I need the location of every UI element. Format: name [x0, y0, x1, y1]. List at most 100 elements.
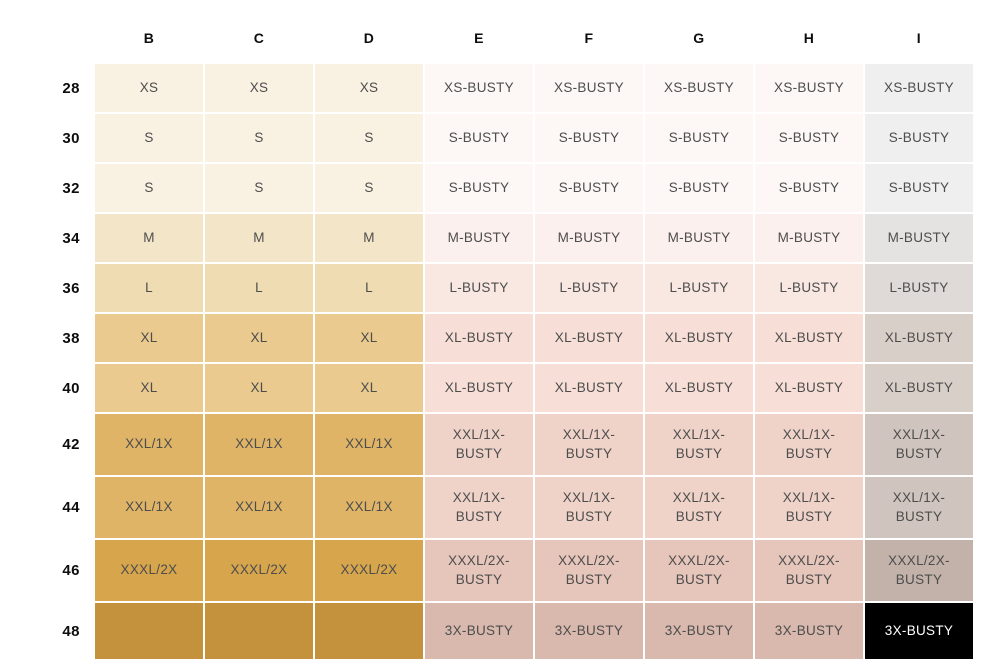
size-cell-32d: S [315, 164, 423, 212]
size-cell-44d: XXL/1X [315, 477, 423, 538]
size-cell-30d: S [315, 114, 423, 162]
size-cell-48f: 3X-BUSTY [535, 603, 643, 659]
size-cell-48i: 3X-BUSTY [865, 603, 973, 659]
row-header-34: 34 [62, 229, 80, 247]
size-cell-34f: M-BUSTY [535, 214, 643, 262]
size-cell-44b: XXL/1X [95, 477, 203, 538]
size-cell-30b: S [95, 114, 203, 162]
size-cell-28i: XS-BUSTY [865, 64, 973, 112]
size-cell-34i: M-BUSTY [865, 214, 973, 262]
size-cell-36g: L-BUSTY [645, 264, 753, 312]
size-cell-48g: 3X-BUSTY [645, 603, 753, 659]
column-header-b: B [143, 30, 155, 46]
size-cell-32g: S-BUSTY [645, 164, 753, 212]
size-cell-46b: XXXL/2X [95, 540, 203, 601]
size-cell-46c: XXXL/2X [205, 540, 313, 601]
size-cell-38i: XL-BUSTY [865, 314, 973, 362]
size-cell-30e: S-BUSTY [425, 114, 533, 162]
size-cell-44e: XXL/1X-BUSTY [425, 477, 533, 538]
size-cell-40b: XL [95, 364, 203, 412]
size-cell-30g: S-BUSTY [645, 114, 753, 162]
size-cell-44c: XXL/1X [205, 477, 313, 538]
size-cell-44h: XXL/1X-BUSTY [755, 477, 863, 538]
size-cell-34d: M [315, 214, 423, 262]
column-header-h: H [803, 30, 815, 46]
row-header-44: 44 [62, 499, 80, 516]
size-cell-48d [315, 603, 423, 659]
row-header-28: 28 [62, 79, 80, 97]
size-grid: 28 XS XS XS XS-BUSTY XS-BUSTY XS-BUSTY XS-BUSTY… [0, 64, 1001, 659]
size-cell-36d: L [315, 264, 423, 312]
size-cell-34b: M [95, 214, 203, 262]
size-cell-38f: XL-BUSTY [535, 314, 643, 362]
size-cell-42h: XXL/1X-BUSTY [755, 414, 863, 475]
size-cell-32h: S-BUSTY [755, 164, 863, 212]
size-cell-30h: S-BUSTY [755, 114, 863, 162]
size-cell-42b: XXL/1X [95, 414, 203, 475]
size-cell-32f: S-BUSTY [535, 164, 643, 212]
size-cell-44g: XXL/1X-BUSTY [645, 477, 753, 538]
size-cell-40c: XL [205, 364, 313, 412]
size-cell-46i: XXXL/2X-BUSTY [865, 540, 973, 601]
size-cell-44i: XXL/1X-BUSTY [865, 477, 973, 538]
size-cell-44f: XXL/1X-BUSTY [535, 477, 643, 538]
size-cell-40g: XL-BUSTY [645, 364, 753, 412]
size-cell-48e: 3X-BUSTY [425, 603, 533, 659]
size-cell-48c [205, 603, 313, 659]
column-header-i: I [916, 30, 922, 46]
row-header-46: 46 [62, 562, 80, 579]
column-header-f: F [584, 30, 594, 46]
row-header-36: 36 [62, 279, 80, 297]
size-cell-36b: L [95, 264, 203, 312]
size-cell-38d: XL [315, 314, 423, 362]
size-cell-28e: XS-BUSTY [425, 64, 533, 112]
size-cell-34h: M-BUSTY [755, 214, 863, 262]
size-cell-32e: S-BUSTY [425, 164, 533, 212]
size-cell-30f: S-BUSTY [535, 114, 643, 162]
size-cell-36i: L-BUSTY [865, 264, 973, 312]
size-cell-32c: S [205, 164, 313, 212]
row-header-38: 38 [62, 329, 80, 347]
size-cell-42i: XXL/1X-BUSTY [865, 414, 973, 475]
row-header-42: 42 [62, 436, 80, 453]
size-cell-34c: M [205, 214, 313, 262]
size-cell-38g: XL-BUSTY [645, 314, 753, 362]
corner-spacer [0, 22, 93, 46]
size-cell-40h: XL-BUSTY [755, 364, 863, 412]
size-cell-48b [95, 603, 203, 659]
size-cell-40f: XL-BUSTY [535, 364, 643, 412]
column-header-g: G [693, 30, 705, 46]
size-cell-42d: XXL/1X [315, 414, 423, 475]
size-cell-42f: XXL/1X-BUSTY [535, 414, 643, 475]
size-cell-38c: XL [205, 314, 313, 362]
size-cell-46d: XXXL/2X [315, 540, 423, 601]
size-cell-42g: XXL/1X-BUSTY [645, 414, 753, 475]
column-header-e: E [474, 30, 484, 46]
size-cell-38e: XL-BUSTY [425, 314, 533, 362]
size-cell-28g: XS-BUSTY [645, 64, 753, 112]
size-cell-28h: XS-BUSTY [755, 64, 863, 112]
size-cell-40i: XL-BUSTY [865, 364, 973, 412]
column-header-c: C [253, 30, 265, 46]
size-cell-28f: XS-BUSTY [535, 64, 643, 112]
size-cell-38h: XL-BUSTY [755, 314, 863, 362]
size-cell-32b: S [95, 164, 203, 212]
size-cell-48h: 3X-BUSTY [755, 603, 863, 659]
row-header-40: 40 [62, 379, 80, 397]
size-cell-28d: XS [315, 64, 423, 112]
size-cell-46e: XXXL/2X-BUSTY [425, 540, 533, 601]
size-cell-38b: XL [95, 314, 203, 362]
row-header-48: 48 [62, 622, 80, 640]
column-header-d: D [363, 30, 375, 46]
size-cell-46f: XXXL/2X-BUSTY [535, 540, 643, 601]
size-cell-46g: XXXL/2X-BUSTY [645, 540, 753, 601]
size-cell-36c: L [205, 264, 313, 312]
size-cell-32i: S-BUSTY [865, 164, 973, 212]
size-cell-42c: XXL/1X [205, 414, 313, 475]
size-cell-34e: M-BUSTY [425, 214, 533, 262]
row-header-32: 32 [62, 179, 80, 197]
row-header-30: 30 [62, 129, 80, 147]
size-cell-42e: XXL/1X-BUSTY [425, 414, 533, 475]
size-cell-36f: L-BUSTY [535, 264, 643, 312]
